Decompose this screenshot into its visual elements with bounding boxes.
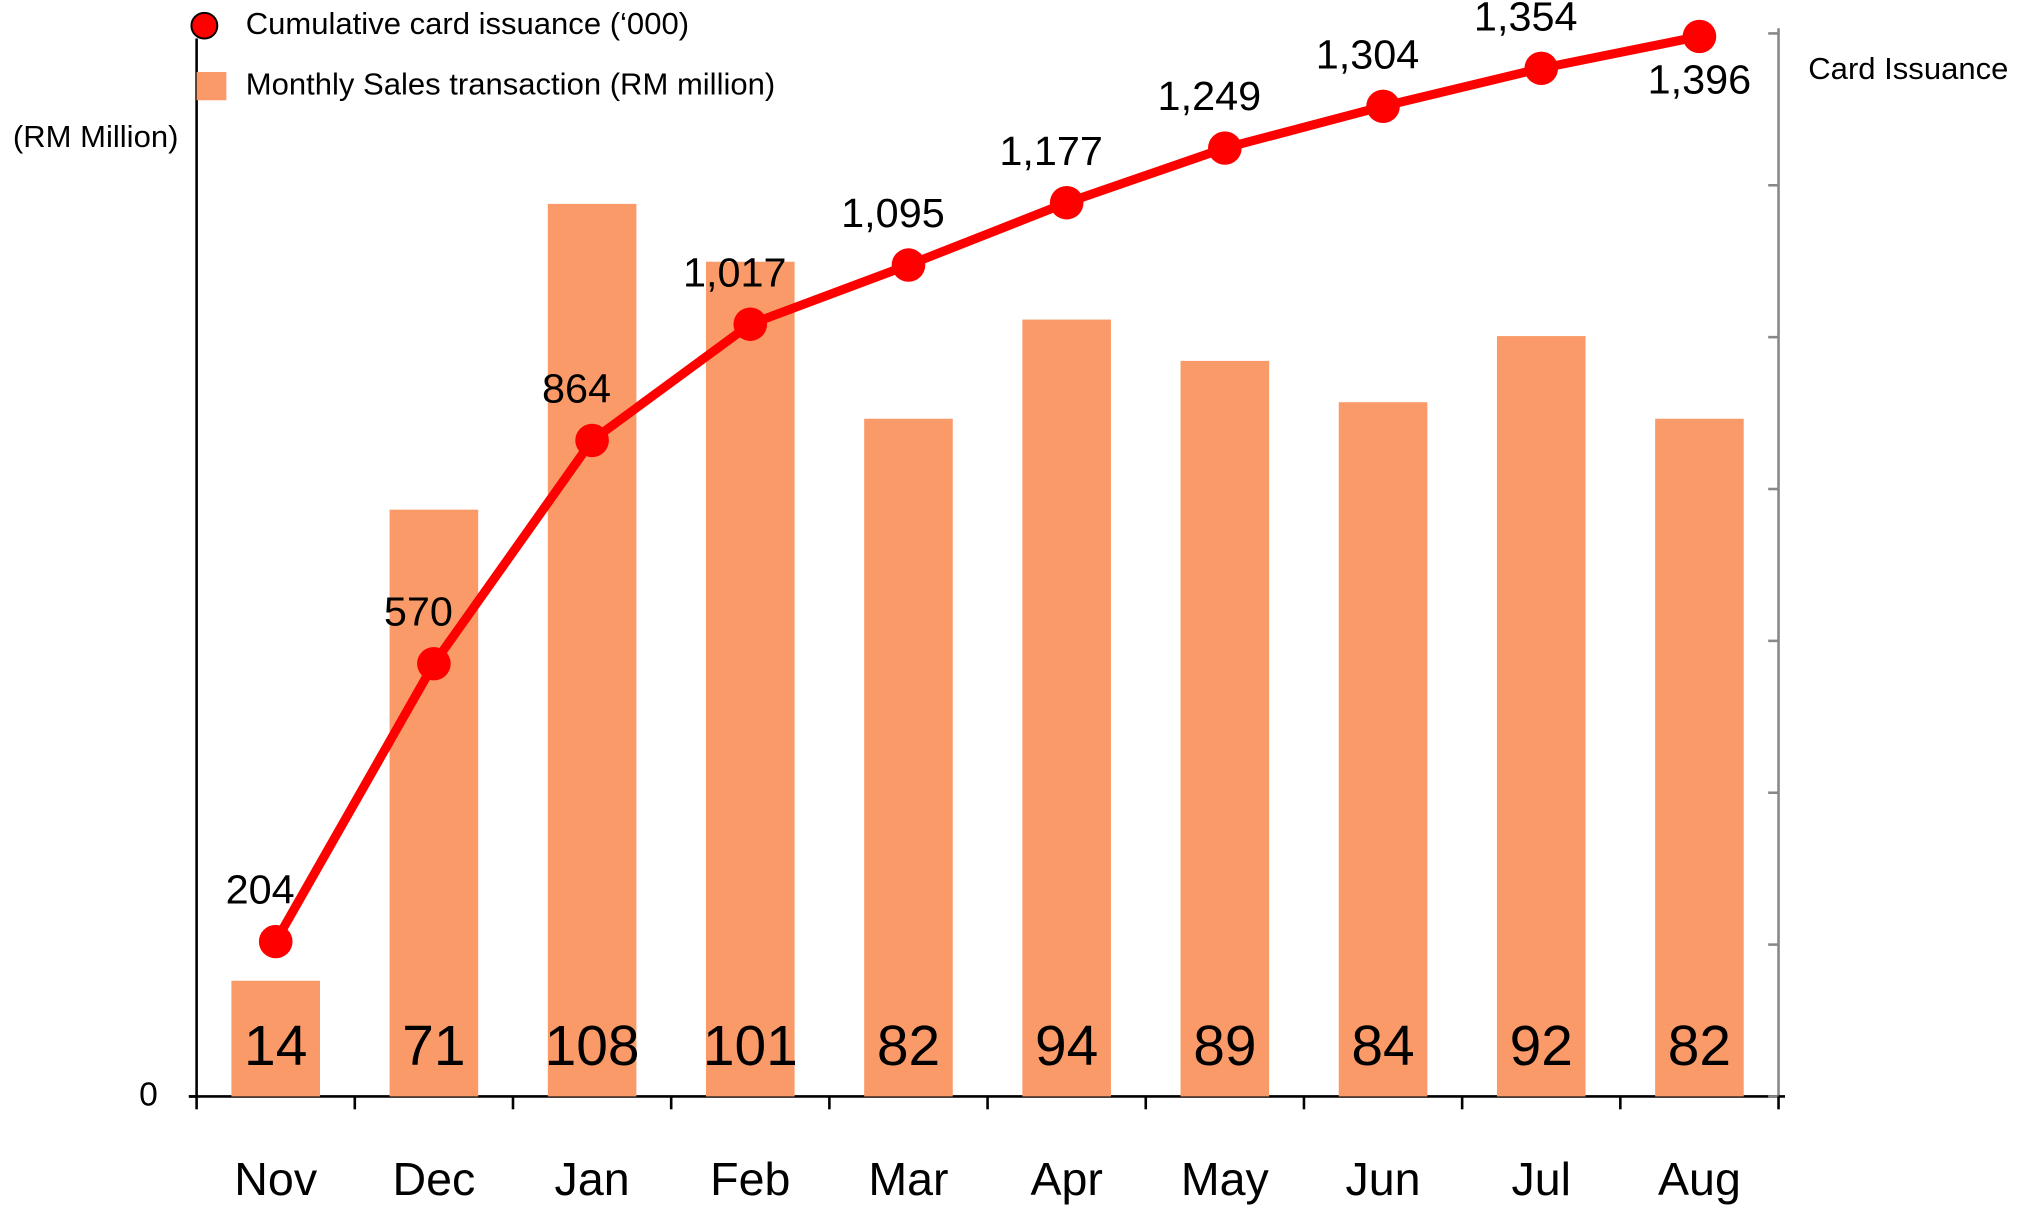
bar [1338,402,1428,1097]
bar [1496,336,1586,1097]
legend-marker [190,11,219,40]
bar-value-label: 84 [1351,1015,1414,1078]
legend-swatch [196,71,227,101]
bar [389,509,479,1097]
bar [231,980,320,1097]
line-value-label: 1,354 [1474,0,1578,39]
line-marker [417,646,451,681]
bar [1655,418,1744,1097]
line-value-label: 1,304 [1316,31,1420,77]
line-marker [1366,89,1400,124]
x-tick-label: Nov [234,1153,318,1205]
line-marker [1049,186,1084,220]
bar [547,203,637,1097]
line [271,32,1701,944]
x-tick-label: Feb [710,1153,790,1205]
line-marker [1682,19,1717,54]
line-value-label: 1,249 [1158,73,1262,119]
line-value-label: 204 [226,867,295,913]
bar-value-label: 71 [402,1015,465,1078]
line-marker [258,924,293,959]
line-marker [891,248,926,282]
legend-label: Monthly Sales transaction (RM million) [246,66,775,101]
bar-value-label: 82 [1668,1015,1731,1078]
bar [864,418,953,1097]
y-tick-label: 0 [139,1076,158,1113]
x-tick-label: Mar [868,1153,948,1205]
bar-value-label: 94 [1035,1015,1098,1078]
bar [1180,360,1270,1097]
line-value-label: 570 [384,589,453,635]
line-value-label: 1,177 [999,128,1103,174]
bar-value-label: 82 [877,1015,940,1078]
line-value-label: 1,095 [841,190,945,236]
legend-label: Cumulative card issuance (‘000) [246,6,689,41]
y2-axis-label: Card Issuance [1808,51,2008,86]
line-value-label: 864 [542,366,611,412]
line-marker [1208,131,1242,165]
bar-value-label: 89 [1193,1015,1256,1078]
x-tick-label: Jun [1346,1153,1421,1205]
x-tick-label: Dec [393,1153,476,1205]
bar-value-label: 101 [703,1015,798,1078]
line-marker [1524,51,1559,86]
bar-value-label: 92 [1510,1015,1573,1078]
bar [1022,319,1111,1097]
x-tick-label: Apr [1030,1153,1102,1205]
line-value-label: 1,396 [1648,57,1752,103]
line-marker [575,423,609,458]
bar [705,261,795,1097]
x-tick-label: Jul [1511,1153,1571,1205]
bar-value-label: 108 [545,1015,640,1078]
x-tick-label: May [1181,1153,1270,1205]
line-value-label: 1,017 [683,249,787,295]
y-axis-label: (RM Million) [13,119,179,154]
x-tick-label: Jan [555,1153,630,1205]
line-marker [733,307,768,341]
x-tick-label: Aug [1658,1153,1741,1205]
bar-value-label: 14 [244,1015,307,1078]
